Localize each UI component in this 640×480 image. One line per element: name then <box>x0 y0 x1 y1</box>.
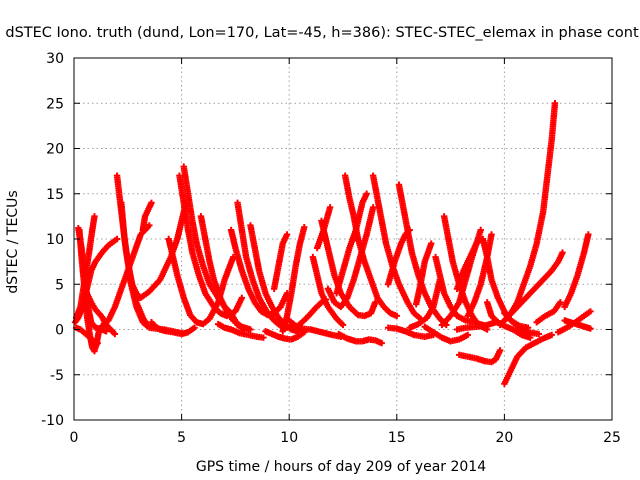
x-tick-label: 15 <box>388 430 406 446</box>
series-track <box>501 331 555 387</box>
series-track <box>139 199 155 234</box>
series-track <box>453 235 484 292</box>
y-tick-label: 10 <box>46 232 64 248</box>
data-point <box>393 312 400 320</box>
x-tick-label: 10 <box>280 430 298 446</box>
y-tick-label: -5 <box>50 368 64 384</box>
y-axis-label: dSTEC / TECUs <box>5 190 21 293</box>
series-track <box>335 330 385 347</box>
data-marks <box>71 100 594 387</box>
series-track <box>333 190 370 297</box>
series-track <box>214 320 267 341</box>
x-tick-label: 25 <box>603 430 621 446</box>
data-point <box>178 329 185 337</box>
data-point <box>587 308 594 315</box>
series-track <box>270 231 291 292</box>
x-tick-label: 0 <box>70 430 79 446</box>
y-tick-label: 20 <box>46 142 64 158</box>
data-point <box>535 330 543 338</box>
series-track <box>561 317 594 332</box>
ticks: 0 5 10 15 20 25 -10 -5 0 5 10 15 20 25 30 <box>41 51 621 446</box>
data-point <box>301 224 308 231</box>
y-tick-label: 5 <box>55 277 64 293</box>
data-point <box>283 231 291 238</box>
series-track <box>496 249 566 329</box>
y-tick-label: 30 <box>46 51 64 67</box>
data-point <box>111 330 119 338</box>
plot-frame <box>73 57 613 421</box>
data-point <box>551 100 559 107</box>
series-track <box>286 317 345 340</box>
series-track <box>309 253 347 329</box>
data-point <box>559 249 566 256</box>
data-point <box>587 325 594 332</box>
data-point <box>372 299 379 306</box>
data-point <box>428 240 435 247</box>
data-point <box>148 199 155 206</box>
x-tick-label: 20 <box>495 430 513 446</box>
series-track <box>197 213 254 333</box>
data-point <box>260 334 267 341</box>
data-point <box>339 321 347 329</box>
y-tick-label: 15 <box>46 187 64 203</box>
series-track <box>176 172 246 320</box>
series-track <box>227 226 291 319</box>
series-track <box>395 181 450 329</box>
series-track <box>561 231 592 311</box>
series-track <box>313 204 334 252</box>
data-point <box>326 204 334 211</box>
data-point <box>113 235 121 243</box>
data-point <box>477 226 484 234</box>
y-tick-label: 0 <box>55 323 64 339</box>
data-point <box>464 331 472 339</box>
series-track <box>165 235 237 328</box>
y-tick-label: 25 <box>46 96 64 112</box>
chart-title: dSTEC Iono. truth (dund, Lon=170, Lat=-4… <box>5 25 639 41</box>
series-track <box>453 319 499 333</box>
series-track <box>126 276 185 337</box>
series-track <box>501 310 543 338</box>
series-track <box>533 299 564 326</box>
data-point <box>488 231 495 238</box>
data-point <box>247 326 254 333</box>
data-point <box>91 213 98 220</box>
data-point <box>548 331 555 339</box>
data-point <box>496 347 504 354</box>
data-point <box>363 190 370 197</box>
series-track <box>456 347 504 366</box>
x-tick-label: 5 <box>177 430 186 446</box>
data-point <box>378 339 385 347</box>
series-track <box>412 240 435 308</box>
series-track <box>262 328 308 343</box>
series-track <box>421 323 472 345</box>
data-point <box>94 339 101 347</box>
data-point <box>369 204 377 211</box>
data-point <box>103 328 110 335</box>
data-point <box>585 231 592 238</box>
data-point <box>238 294 246 302</box>
x-axis-label: GPS time / hours of day 209 of year 2014 <box>196 459 486 475</box>
series-track <box>72 213 98 321</box>
grid <box>74 58 612 420</box>
data-point <box>191 324 198 331</box>
y-tick-label: -10 <box>41 413 64 429</box>
data-point <box>95 329 102 336</box>
series-track <box>72 324 101 349</box>
data-point <box>557 299 564 306</box>
series-track <box>507 100 559 317</box>
data-point <box>146 222 153 229</box>
